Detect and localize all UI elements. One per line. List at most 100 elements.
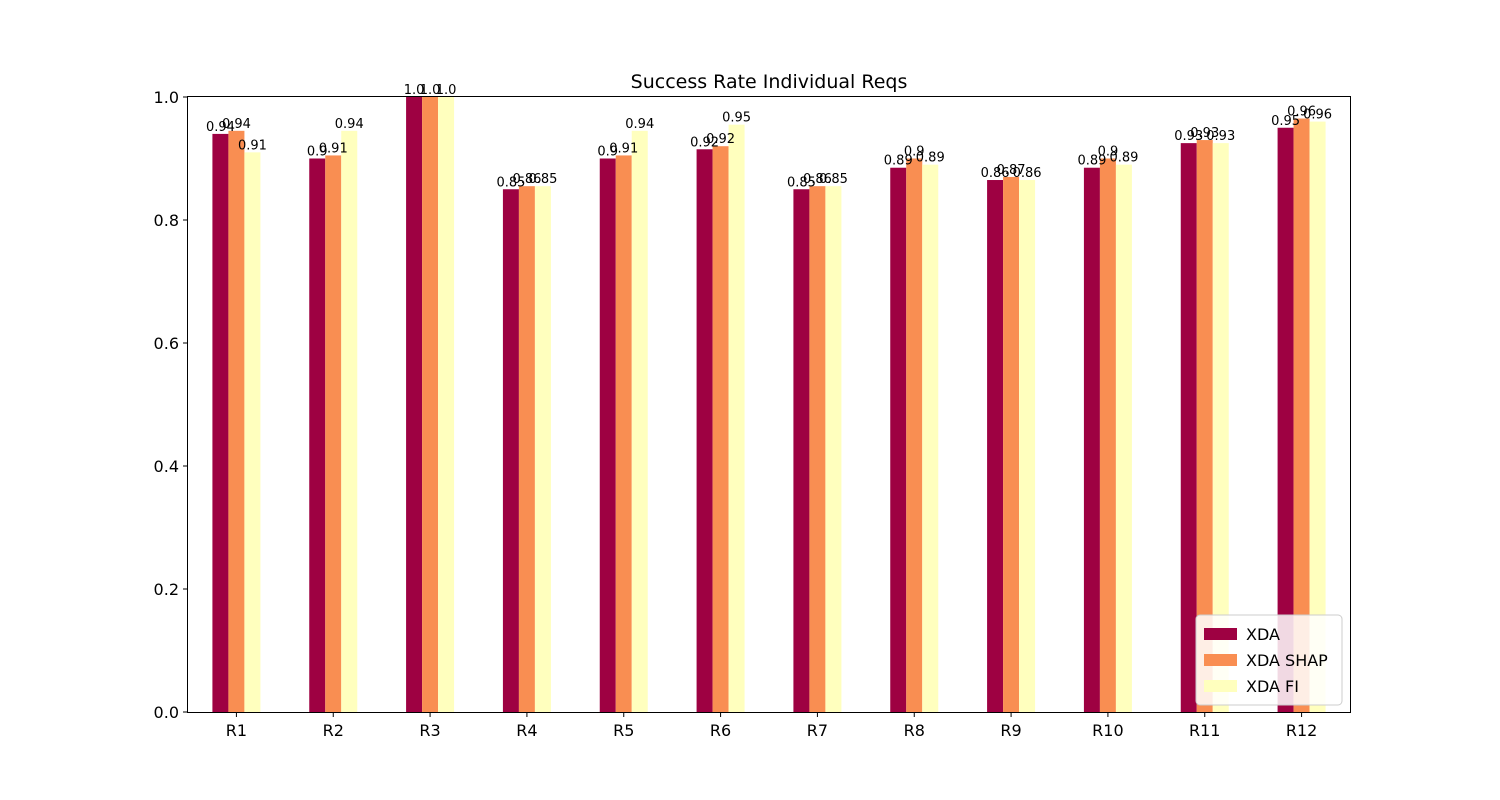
legend-swatch-xda-shap xyxy=(1204,654,1237,666)
bar-R6-xda xyxy=(696,149,713,712)
data-label-R5-xda-fi: 0.94 xyxy=(625,117,654,132)
x-tick-label: R11 xyxy=(1189,721,1220,740)
bar-R1-xda-fi xyxy=(244,152,261,713)
data-label-R6-xda-shap: 0.92 xyxy=(706,132,735,147)
data-label-R6-xda: 0.92 xyxy=(690,135,719,150)
bar-R6-xda-shap xyxy=(712,146,729,712)
bar-R10-xda xyxy=(1083,167,1100,713)
bar-R8-xda xyxy=(890,167,907,713)
data-label-R6-xda-fi: 0.95 xyxy=(722,111,751,126)
data-label-R5-xda-shap: 0.91 xyxy=(609,141,638,156)
data-label-R7-xda-shap: 0.86 xyxy=(803,172,832,187)
y-tick-label: 0.6 xyxy=(154,334,179,353)
data-label-R7-xda-fi: 0.85 xyxy=(819,172,848,187)
data-label-R1-xda-fi: 0.91 xyxy=(238,138,267,153)
bar-R6-xda-fi xyxy=(728,124,745,713)
data-label-R1-xda-shap: 0.94 xyxy=(222,117,251,132)
data-label-R9-xda: 0.86 xyxy=(981,166,1010,181)
bar-R8-xda-shap xyxy=(906,158,923,712)
plot-frame xyxy=(187,96,1351,713)
bar-R1-xda xyxy=(212,133,229,712)
bar-R12-xda-shap xyxy=(1293,118,1310,712)
legend-swatch-xda xyxy=(1204,628,1237,640)
bars-layer xyxy=(212,97,1326,713)
bar-R8-xda-fi xyxy=(922,164,939,712)
data-label-R11-xda: 0.93 xyxy=(1174,129,1203,144)
bar-R2-xda-fi xyxy=(341,130,358,712)
data-label-R10-xda-fi: 0.89 xyxy=(1109,151,1138,166)
data-label-R10-xda-shap: 0.9 xyxy=(1098,145,1119,160)
legend-label-xda-fi: XDA FI xyxy=(1246,677,1299,696)
x-tick-label: R12 xyxy=(1286,721,1317,740)
legend-label-xda-shap: XDA SHAP xyxy=(1246,651,1328,670)
y-tick-label: 1.0 xyxy=(154,88,179,107)
x-tick-label: R10 xyxy=(1092,721,1123,740)
bar-R3-xda-shap xyxy=(422,97,439,712)
data-label-R12-xda-shap: 0.96 xyxy=(1287,105,1316,120)
legend: XDA XDA SHAP XDA FI xyxy=(1195,614,1343,706)
data-label-R3-xda-fi: 1.0 xyxy=(436,83,457,98)
data-label-R5-xda: 0.9 xyxy=(597,145,618,160)
x-tick-label: R4 xyxy=(516,721,537,740)
bar-R7-xda xyxy=(793,189,810,712)
data-label-R10-xda: 0.89 xyxy=(1077,154,1106,169)
data-label-R8-xda-shap: 0.9 xyxy=(904,145,925,160)
x-tick-label: R5 xyxy=(613,721,634,740)
y-tick-label: 0.4 xyxy=(154,457,179,476)
bar-R9-xda xyxy=(987,180,1004,712)
bar-R12-xda xyxy=(1277,127,1294,712)
bar-R11-xda-shap xyxy=(1196,140,1213,713)
bar-R1-xda-shap xyxy=(228,130,245,712)
bar-R9-xda-fi xyxy=(1019,180,1036,712)
data-label-R12-xda: 0.95 xyxy=(1271,114,1300,129)
x-tick-label: R3 xyxy=(419,721,440,740)
data-labels-layer: 0.940.940.91 0.90.910.941.01.01.00.850.86… xyxy=(206,83,1332,190)
chart-title: Success Rate Individual Reqs xyxy=(631,71,908,93)
data-label-R4-xda-fi: 0.85 xyxy=(528,172,557,187)
bar-R11-xda-fi xyxy=(1212,143,1229,712)
data-label-R12-xda-fi: 0.96 xyxy=(1303,108,1332,123)
data-label-R7-xda: 0.85 xyxy=(787,175,816,190)
data-label-R8-xda: 0.89 xyxy=(884,154,913,169)
bar-R12-xda-fi xyxy=(1309,121,1326,713)
x-tick-label: R7 xyxy=(807,721,828,740)
bar-R2-xda xyxy=(309,158,326,712)
bar-R10-xda-shap xyxy=(1099,158,1116,712)
bar-R5-xda-fi xyxy=(631,130,648,712)
x-tick-label: R1 xyxy=(226,721,247,740)
data-label-R11-xda-fi: 0.93 xyxy=(1206,129,1235,144)
bar-R2-xda-shap xyxy=(325,155,342,713)
bar-R7-xda-shap xyxy=(809,186,826,713)
bar-R4-xda xyxy=(502,189,519,712)
bar-R4-xda-fi xyxy=(534,186,551,713)
data-label-R2-xda-shap: 0.91 xyxy=(319,141,348,156)
bar-R9-xda-shap xyxy=(1003,176,1020,712)
data-label-R4-xda: 0.85 xyxy=(496,175,525,190)
x-tick-label: R2 xyxy=(323,721,344,740)
data-label-R3-xda: 1.0 xyxy=(404,83,425,98)
bar-R10-xda-fi xyxy=(1115,164,1132,712)
y-tick-label: 0.8 xyxy=(154,211,179,230)
data-label-R1-xda: 0.94 xyxy=(206,120,235,135)
bar-R3-xda-fi xyxy=(438,97,455,712)
x-tick-label: R6 xyxy=(710,721,731,740)
x-tick-label: R9 xyxy=(1000,721,1021,740)
bar-R5-xda xyxy=(599,158,616,712)
bar-R4-xda-shap xyxy=(518,186,535,713)
bar-R7-xda-fi xyxy=(825,186,842,713)
y-tick-label: 0.2 xyxy=(154,580,179,599)
bar-R11-xda xyxy=(1180,143,1197,712)
bar-R5-xda-shap xyxy=(615,155,632,713)
data-label-R3-xda-shap: 1.0 xyxy=(420,83,441,98)
legend-label-xda: XDA xyxy=(1246,625,1280,644)
x-axis: R1 R2 R3 R4 R5 R6 R7 R8 R9 R10 R11 R12 xyxy=(226,712,1317,740)
data-label-R11-xda-shap: 0.93 xyxy=(1190,126,1219,141)
data-label-R2-xda: 0.9 xyxy=(307,145,328,160)
y-axis: 0.0 0.2 0.4 0.6 0.8 1.0 xyxy=(154,88,188,722)
y-tick-label: 0.0 xyxy=(154,703,179,722)
legend-swatch-xda-fi xyxy=(1204,680,1237,692)
x-tick-label: R8 xyxy=(904,721,925,740)
data-label-R9-xda-shap: 0.87 xyxy=(997,163,1026,178)
data-label-R4-xda-shap: 0.86 xyxy=(512,172,541,187)
